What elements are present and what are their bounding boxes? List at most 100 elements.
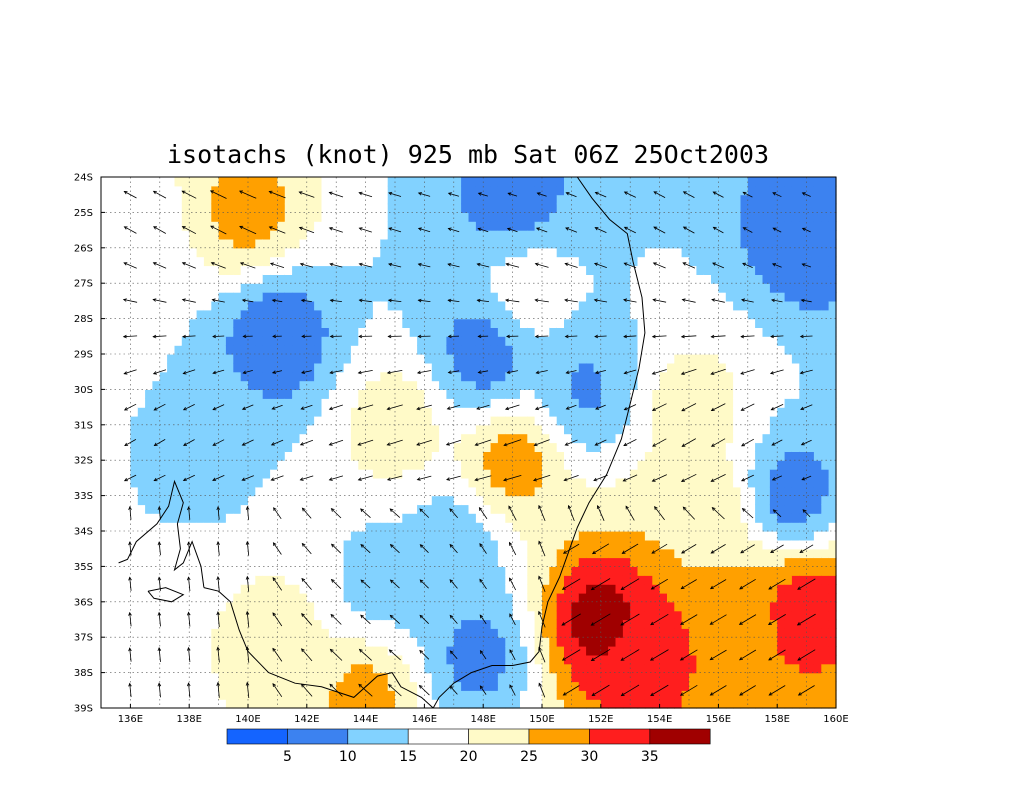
isotach-cell xyxy=(431,495,440,506)
isotach-cell xyxy=(328,469,337,479)
isotach-cell xyxy=(174,539,183,550)
isotach-cell xyxy=(174,513,183,523)
isotach-cell xyxy=(542,619,550,629)
isotach-cell xyxy=(512,398,521,408)
isotach-cell xyxy=(468,177,477,187)
isotach-cell xyxy=(314,177,323,187)
isotach-cell xyxy=(321,398,330,408)
isotach-cell xyxy=(336,221,345,231)
isotach-cell xyxy=(556,663,565,674)
isotach-cell xyxy=(292,300,301,311)
isotach-cell xyxy=(417,424,425,435)
isotach-cell xyxy=(571,539,580,550)
isotach-cell xyxy=(630,230,639,240)
isotach-cell xyxy=(284,539,293,550)
isotach-cell xyxy=(703,433,712,444)
isotach-cell xyxy=(108,424,117,435)
isotach-cell xyxy=(461,283,470,293)
isotach-cell xyxy=(703,407,712,417)
isotach-cell xyxy=(564,212,572,222)
isotach-cell xyxy=(321,442,330,452)
isotach-cell xyxy=(152,389,161,399)
isotach-cell xyxy=(189,628,198,638)
isotach-cell xyxy=(203,672,212,683)
isotach-cell xyxy=(571,389,580,399)
isotach-cell xyxy=(277,637,286,647)
isotach-cell xyxy=(644,230,653,240)
isotach-cell xyxy=(586,619,595,629)
isotach-cell xyxy=(439,238,447,249)
isotach-cell xyxy=(115,637,124,647)
isotach-cell xyxy=(556,654,565,665)
isotach-cell xyxy=(284,212,293,222)
isotach-cell xyxy=(328,690,337,700)
isotach-cell xyxy=(696,548,705,559)
isotach-cell xyxy=(593,451,602,461)
isotach-cell xyxy=(248,212,256,222)
isotach-cell xyxy=(350,345,359,355)
isotach-cell xyxy=(453,274,462,284)
isotach-cell xyxy=(409,292,418,302)
isotach-cell xyxy=(564,654,572,665)
isotach-cell xyxy=(306,283,315,293)
isotach-cell xyxy=(402,336,411,346)
isotach-cell xyxy=(402,486,411,497)
isotach-cell xyxy=(461,531,470,541)
isotach-cell xyxy=(681,407,690,417)
isotach-cell xyxy=(336,442,345,452)
isotach-cell xyxy=(350,610,359,621)
isotach-cell xyxy=(189,265,198,275)
isotach-cell xyxy=(637,646,646,656)
isotach-cell xyxy=(409,203,418,213)
isotach-cell xyxy=(292,513,301,523)
isotach-cell xyxy=(152,274,161,284)
isotach-cell xyxy=(696,460,705,470)
isotach-cell xyxy=(130,398,139,408)
isotach-cell xyxy=(703,274,712,284)
isotach-cell xyxy=(703,548,712,559)
isotach-cell xyxy=(696,469,705,479)
isotach-cell xyxy=(608,495,617,506)
isotach-cell xyxy=(490,238,499,249)
isotach-cell xyxy=(115,460,124,470)
isotach-cell xyxy=(497,292,506,302)
isotach-cell xyxy=(711,628,719,638)
isotach-cell xyxy=(299,185,308,196)
isotach-cell xyxy=(262,690,271,700)
isotach-cell xyxy=(667,654,675,665)
isotach-cell xyxy=(615,442,624,452)
isotach-cell xyxy=(453,185,462,196)
isotach-cell xyxy=(321,460,330,470)
isotach-cell xyxy=(667,460,675,470)
isotach-cell xyxy=(468,336,477,346)
isotach-cell xyxy=(402,477,411,488)
isotach-cell xyxy=(196,407,205,417)
isotach-cell xyxy=(475,309,484,320)
isotach-cell xyxy=(181,398,190,408)
isotach-cell xyxy=(387,238,396,249)
isotach-cell xyxy=(512,637,521,647)
isotach-cell xyxy=(417,672,425,683)
isotach-cell xyxy=(270,539,278,550)
isotach-cell xyxy=(233,442,242,452)
isotach-cell xyxy=(417,663,425,674)
isotach-cell xyxy=(321,646,330,656)
isotach-cell xyxy=(505,460,514,470)
isotach-cell xyxy=(108,699,117,709)
isotach-cell xyxy=(556,699,565,709)
isotach-cell xyxy=(130,566,139,576)
isotach-cell xyxy=(453,504,462,514)
isotach-cell xyxy=(659,469,668,479)
isotach-cell xyxy=(586,663,595,674)
isotach-cell xyxy=(600,256,609,267)
isotach-cell xyxy=(468,362,477,373)
isotach-cell xyxy=(152,354,161,364)
isotach-cell xyxy=(622,531,631,541)
isotach-cell xyxy=(622,628,631,638)
isotach-cell xyxy=(696,601,705,612)
isotach-cell xyxy=(578,416,587,426)
isotach-cell xyxy=(350,300,359,311)
isotach-cell xyxy=(203,371,212,382)
isotach-cell xyxy=(652,442,661,452)
isotach-cell xyxy=(490,469,499,479)
